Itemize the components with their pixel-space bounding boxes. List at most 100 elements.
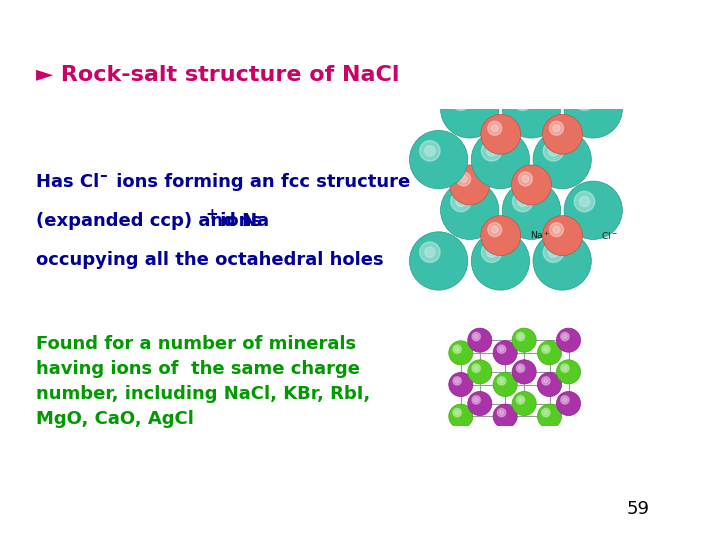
Circle shape: [563, 398, 567, 402]
Circle shape: [549, 222, 564, 237]
Circle shape: [453, 408, 462, 417]
Circle shape: [564, 181, 622, 239]
Circle shape: [518, 197, 528, 207]
Circle shape: [553, 226, 560, 233]
Circle shape: [487, 122, 502, 135]
Circle shape: [512, 328, 536, 352]
Circle shape: [549, 247, 559, 258]
Text: –: –: [99, 168, 107, 184]
Circle shape: [472, 232, 529, 290]
Circle shape: [491, 226, 498, 233]
Circle shape: [543, 242, 564, 262]
Circle shape: [575, 191, 595, 212]
Circle shape: [472, 332, 480, 341]
Circle shape: [456, 95, 466, 105]
Circle shape: [425, 146, 435, 156]
Text: Found for a number of minerals
having ions of  the same charge
number, including: Found for a number of minerals having io…: [36, 335, 370, 428]
Circle shape: [564, 80, 622, 138]
Circle shape: [491, 125, 498, 132]
Circle shape: [553, 125, 560, 132]
Circle shape: [549, 122, 564, 135]
Circle shape: [500, 410, 504, 415]
Circle shape: [518, 398, 523, 402]
Circle shape: [512, 392, 536, 416]
Circle shape: [516, 332, 525, 341]
Circle shape: [451, 90, 471, 110]
Circle shape: [518, 95, 528, 105]
Circle shape: [561, 332, 569, 341]
Circle shape: [498, 408, 505, 417]
Circle shape: [544, 347, 548, 352]
Circle shape: [420, 140, 440, 161]
Circle shape: [544, 379, 548, 383]
Circle shape: [474, 334, 478, 339]
Circle shape: [410, 232, 468, 290]
Circle shape: [468, 392, 492, 416]
Circle shape: [474, 398, 478, 402]
Circle shape: [441, 181, 499, 239]
Circle shape: [449, 404, 473, 428]
Circle shape: [543, 140, 564, 161]
Circle shape: [503, 80, 561, 138]
Circle shape: [561, 396, 569, 404]
Circle shape: [487, 146, 497, 156]
Circle shape: [455, 347, 459, 352]
Circle shape: [518, 366, 523, 370]
Circle shape: [482, 140, 502, 161]
Circle shape: [513, 90, 533, 110]
Text: ► Rock-salt structure of NaCl: ► Rock-salt structure of NaCl: [36, 65, 400, 85]
Circle shape: [481, 114, 521, 154]
Circle shape: [455, 410, 459, 415]
Circle shape: [557, 392, 580, 416]
Circle shape: [456, 197, 466, 207]
Circle shape: [563, 366, 567, 370]
Circle shape: [493, 373, 517, 396]
Circle shape: [512, 360, 536, 384]
Circle shape: [420, 242, 440, 262]
Text: (expanded ccp) and Na: (expanded ccp) and Na: [36, 212, 269, 230]
Circle shape: [516, 396, 525, 404]
Circle shape: [543, 215, 582, 255]
Circle shape: [456, 172, 471, 186]
Circle shape: [455, 379, 459, 383]
Circle shape: [449, 341, 473, 365]
Circle shape: [450, 165, 490, 205]
Circle shape: [487, 247, 497, 258]
Circle shape: [449, 373, 473, 396]
Circle shape: [487, 222, 502, 237]
Circle shape: [493, 404, 517, 428]
Text: occupying all the octahedral holes: occupying all the octahedral holes: [36, 251, 384, 268]
Circle shape: [468, 360, 492, 384]
Circle shape: [453, 345, 462, 354]
Circle shape: [557, 360, 580, 384]
Circle shape: [563, 334, 567, 339]
Circle shape: [425, 247, 435, 258]
Circle shape: [410, 131, 468, 189]
Circle shape: [544, 410, 548, 415]
Text: 59: 59: [626, 501, 649, 518]
Circle shape: [493, 341, 517, 365]
Text: Has Cl: Has Cl: [36, 173, 99, 191]
Circle shape: [472, 364, 480, 373]
Circle shape: [498, 345, 505, 354]
Circle shape: [500, 347, 504, 352]
Circle shape: [561, 364, 569, 373]
Circle shape: [498, 377, 505, 385]
Circle shape: [481, 215, 521, 255]
Text: +: +: [205, 207, 218, 222]
Circle shape: [511, 165, 552, 205]
Circle shape: [543, 114, 582, 154]
Circle shape: [537, 404, 562, 428]
Circle shape: [533, 232, 591, 290]
Circle shape: [580, 95, 590, 105]
Circle shape: [472, 396, 480, 404]
Text: Cl$^-$: Cl$^-$: [601, 230, 618, 241]
Circle shape: [575, 90, 595, 110]
Circle shape: [468, 328, 492, 352]
Circle shape: [518, 334, 523, 339]
Circle shape: [441, 80, 499, 138]
Circle shape: [557, 328, 580, 352]
Circle shape: [472, 131, 529, 189]
Circle shape: [503, 181, 561, 239]
Circle shape: [500, 379, 504, 383]
